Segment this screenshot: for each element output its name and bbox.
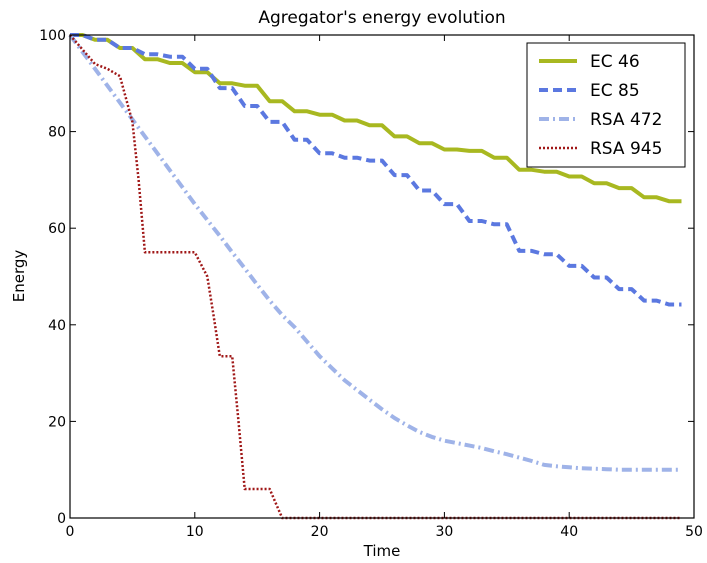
x-tick-label: 0 — [66, 524, 75, 540]
legend: EC 46 EC 85 RSA 472 RSA 945 — [526, 42, 686, 168]
y-tick-label: 40 — [48, 318, 66, 334]
x-tick-label: 20 — [311, 524, 329, 540]
axis-ticks: 0 10 20 30 40 50 0 20 40 60 80 100 — [39, 28, 703, 540]
y-axis-label: Energy — [10, 250, 28, 303]
chart-title: Agregator's energy evolution — [258, 8, 505, 28]
x-tick-label: 50 — [685, 524, 703, 540]
series-line-2 — [70, 33, 682, 307]
x-tick-label: 10 — [186, 524, 204, 540]
legend-label-3: RSA 472 — [590, 110, 662, 130]
legend-label-2: EC 85 — [590, 81, 640, 101]
legend-label-1: EC 46 — [590, 52, 640, 72]
legend-label-4: RSA 945 — [590, 139, 662, 159]
x-tick-label: 40 — [560, 524, 578, 540]
x-tick-label: 30 — [435, 524, 453, 540]
y-tick-label: 20 — [48, 414, 66, 430]
series-line-3 — [68, 33, 682, 472]
y-tick-label: 100 — [39, 28, 66, 44]
plot-frame — [69, 34, 695, 519]
x-axis-label: Time — [363, 542, 401, 560]
series-line-1 — [70, 33, 682, 204]
y-tick-label: 80 — [48, 125, 66, 141]
legend-box — [526, 42, 686, 168]
y-tick-label: 0 — [57, 511, 66, 527]
y-tick-label: 60 — [48, 221, 66, 237]
